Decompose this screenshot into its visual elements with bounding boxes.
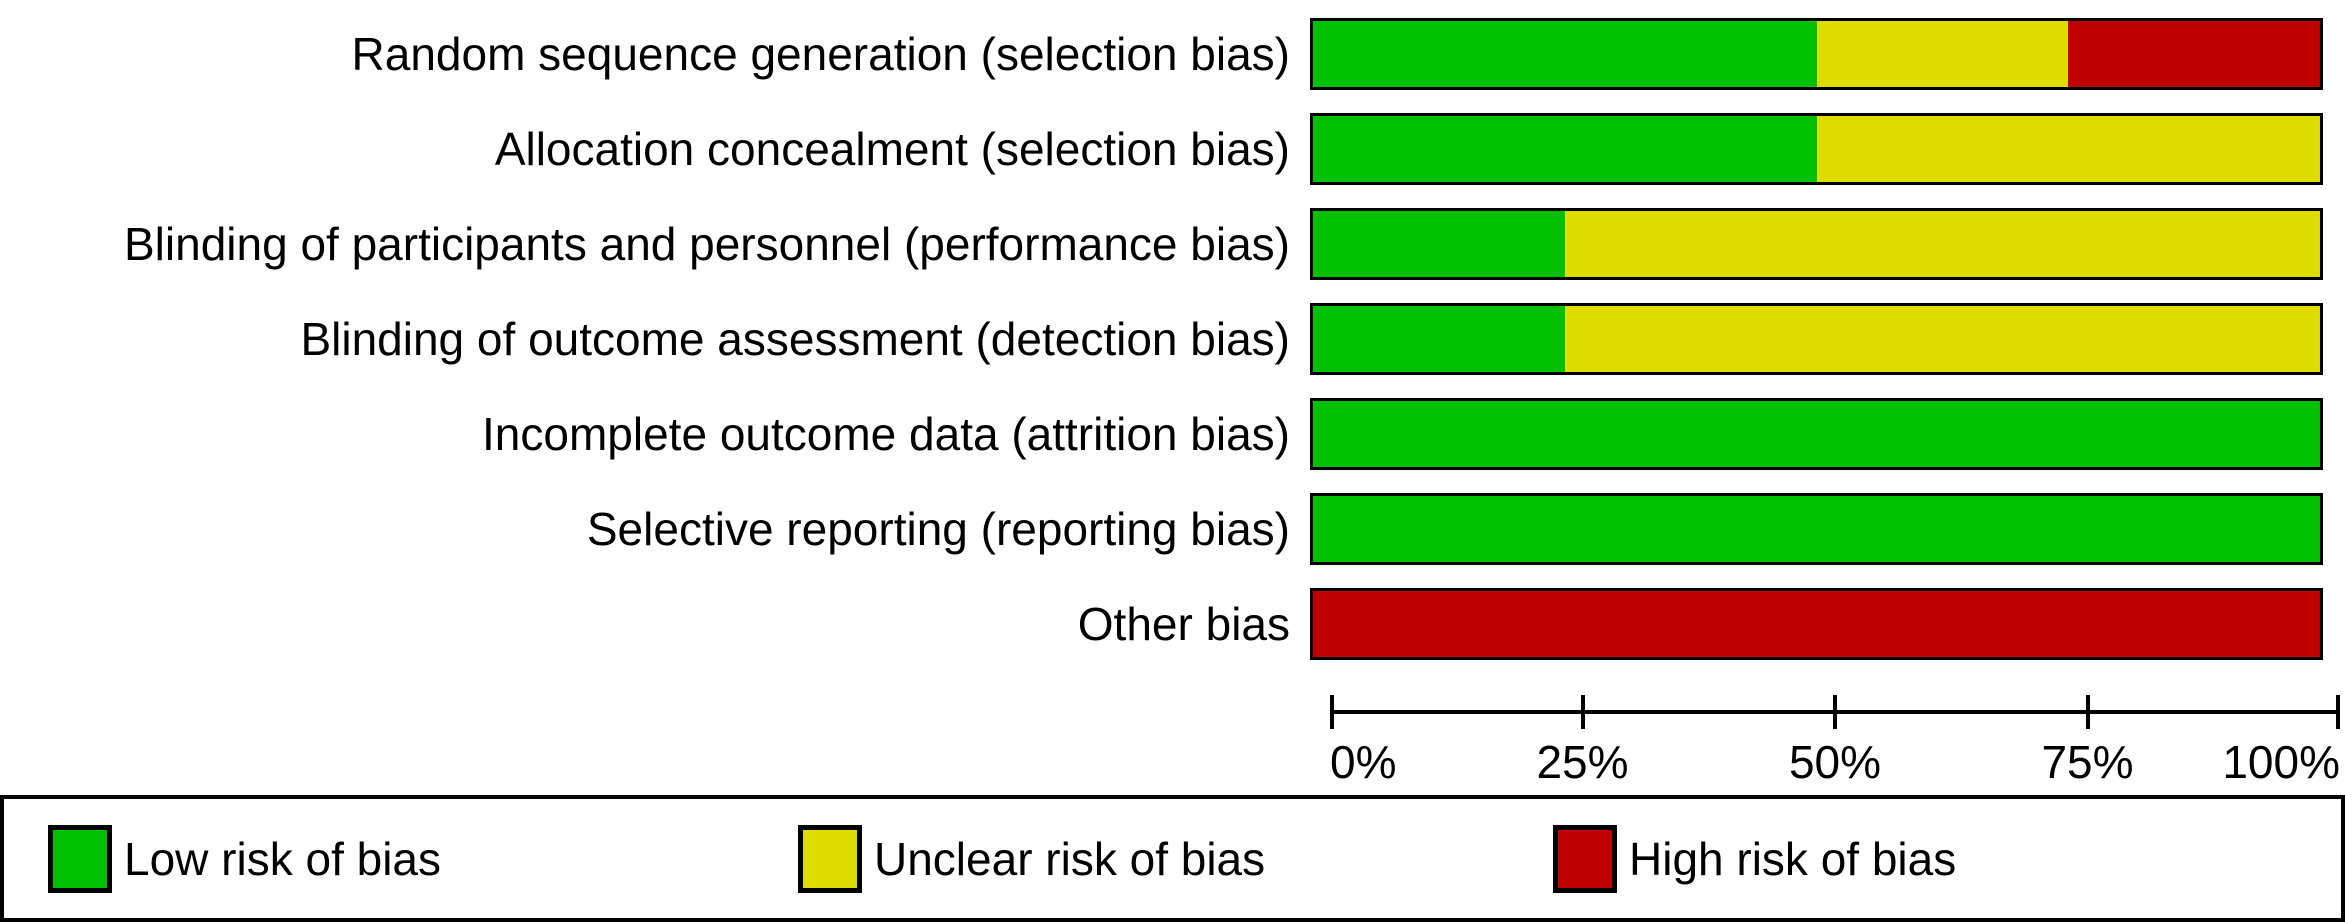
legend-label-unclear-risk: Unclear risk of bias xyxy=(874,832,1266,885)
bar-segment-low-risk-of-bias xyxy=(1313,115,1817,182)
x-axis: 0% 25% 50% 75% 100% xyxy=(1330,695,2340,805)
chart-row: Incomplete outcome data (attrition bias) xyxy=(0,386,2345,481)
bar-segment-low-risk-of-bias xyxy=(1313,20,1817,87)
row-label-selective-reporting: Selective reporting (reporting bias) xyxy=(586,502,1290,555)
bar-segment-low-risk-of-bias xyxy=(1313,305,1565,372)
bar-segment-low-risk-of-bias xyxy=(1313,210,1565,277)
axis-tick-label-0: 0% xyxy=(1330,736,1397,788)
axis-tick-100 xyxy=(2336,695,2340,729)
risk-of-bias-graph: Random sequence generation (selection bi… xyxy=(0,6,2345,805)
row-label-blinding-participants-personnel: Blinding of participants and personnel (… xyxy=(124,217,1290,270)
bar-blinding-outcome-assessment xyxy=(1310,302,2323,375)
unclear-risk-swatch xyxy=(798,824,862,893)
row-label-blinding-outcome-assessment: Blinding of outcome assessment (detectio… xyxy=(300,312,1290,365)
chart-row: Random sequence generation (selection bi… xyxy=(0,6,2345,101)
chart-row: Other bias xyxy=(0,576,2345,671)
axis-tick-label-50: 50% xyxy=(1788,736,1882,788)
axis-tick-label-75: 75% xyxy=(2041,736,2134,788)
axis-tick-label-100: 100% xyxy=(2222,736,2340,788)
legend: Low risk of bias Unclear risk of bias Hi… xyxy=(0,795,2345,922)
bar-segment-unclear-risk-of-bias xyxy=(1564,305,2320,372)
legend-item-unclear-risk: Unclear risk of bias xyxy=(798,824,1266,893)
row-label-allocation-concealment: Allocation concealment (selection bias) xyxy=(494,122,1290,175)
row-label-random-sequence-generation: Random sequence generation (selection bi… xyxy=(351,27,1290,80)
chart-row: Allocation concealment (selection bias) xyxy=(0,101,2345,196)
axis-tick-label-25: 25% xyxy=(1536,736,1629,788)
bar-selective-reporting xyxy=(1310,492,2323,565)
axis-tick-25 xyxy=(1580,695,1585,729)
bar-segment-low-risk-of-bias xyxy=(1313,495,2320,562)
chart-row: Blinding of outcome assessment (detectio… xyxy=(0,291,2345,386)
legend-item-high-risk: High risk of bias xyxy=(1553,824,1957,893)
bar-other-bias xyxy=(1310,587,2323,660)
bar-segment-unclear-risk-of-bias xyxy=(1816,115,2320,182)
bar-blinding-participants-personnel xyxy=(1310,207,2323,280)
high-risk-swatch xyxy=(1553,824,1617,893)
axis-tick-50 xyxy=(1833,695,1837,729)
legend-label-low-risk: Low risk of bias xyxy=(124,832,442,885)
chart-row: Blinding of participants and personnel (… xyxy=(0,196,2345,291)
axis-tick-0 xyxy=(1330,695,1334,729)
bar-segment-low-risk-of-bias xyxy=(1313,400,2320,467)
low-risk-swatch xyxy=(48,824,112,893)
row-label-other-bias: Other bias xyxy=(1077,597,1290,650)
bar-incomplete-outcome-data xyxy=(1310,397,2323,470)
axis-tick-75 xyxy=(2085,695,2090,729)
legend-item-low-risk: Low risk of bias xyxy=(48,824,442,893)
legend-label-high-risk: High risk of bias xyxy=(1629,832,1957,885)
bar-segment-unclear-risk-of-bias xyxy=(1564,210,2320,277)
row-label-incomplete-outcome-data: Incomplete outcome data (attrition bias) xyxy=(482,407,1290,460)
bar-segment-high-risk-of-bias xyxy=(2068,20,2320,87)
bar-segment-unclear-risk-of-bias xyxy=(1816,20,2069,87)
bar-random-sequence-generation xyxy=(1310,17,2323,90)
bar-segment-high-risk-of-bias xyxy=(1313,590,2320,657)
chart-row: Selective reporting (reporting bias) xyxy=(0,481,2345,576)
bar-allocation-concealment xyxy=(1310,112,2323,185)
